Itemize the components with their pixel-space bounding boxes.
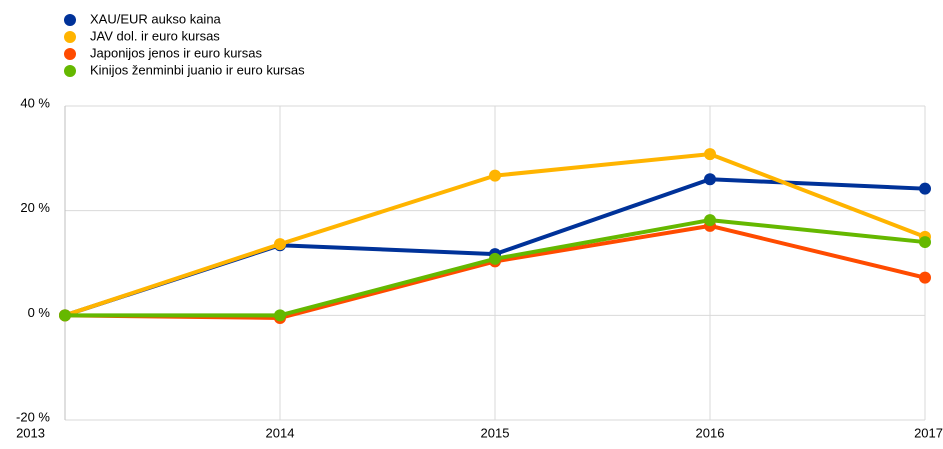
data-point <box>704 214 716 227</box>
x-tick-label: 2015 <box>481 425 510 440</box>
data-point <box>919 236 931 249</box>
data-point <box>919 271 931 284</box>
legend-marker <box>64 14 76 26</box>
x-tick-label: 2017 <box>914 425 943 440</box>
y-tick-label: -20 % <box>16 409 50 424</box>
data-point <box>59 309 71 322</box>
data-point <box>274 238 286 251</box>
legend-marker <box>64 48 76 60</box>
data-point <box>274 309 286 322</box>
legend-label: Kinijos ženminbi juanio ir euro kursas <box>90 62 305 77</box>
legend-marker <box>64 31 76 43</box>
legend-label: JAV dol. ir euro kursas <box>90 28 220 43</box>
data-point <box>704 173 716 186</box>
legend-label: Japonijos jenos ir euro kursas <box>90 45 262 60</box>
legend-label: XAU/EUR aukso kaina <box>90 11 222 26</box>
data-point <box>919 182 931 195</box>
x-tick-label: 2016 <box>696 425 725 440</box>
data-point <box>704 148 716 161</box>
y-tick-label: 20 % <box>20 200 50 215</box>
data-point <box>489 252 501 265</box>
legend-marker <box>64 65 76 77</box>
x-tick-label: 2014 <box>266 425 295 440</box>
y-tick-label: 40 % <box>20 95 50 110</box>
y-tick-label: 0 % <box>28 305 51 320</box>
data-point <box>489 169 501 182</box>
x-tick-label: 2013 <box>16 425 45 440</box>
